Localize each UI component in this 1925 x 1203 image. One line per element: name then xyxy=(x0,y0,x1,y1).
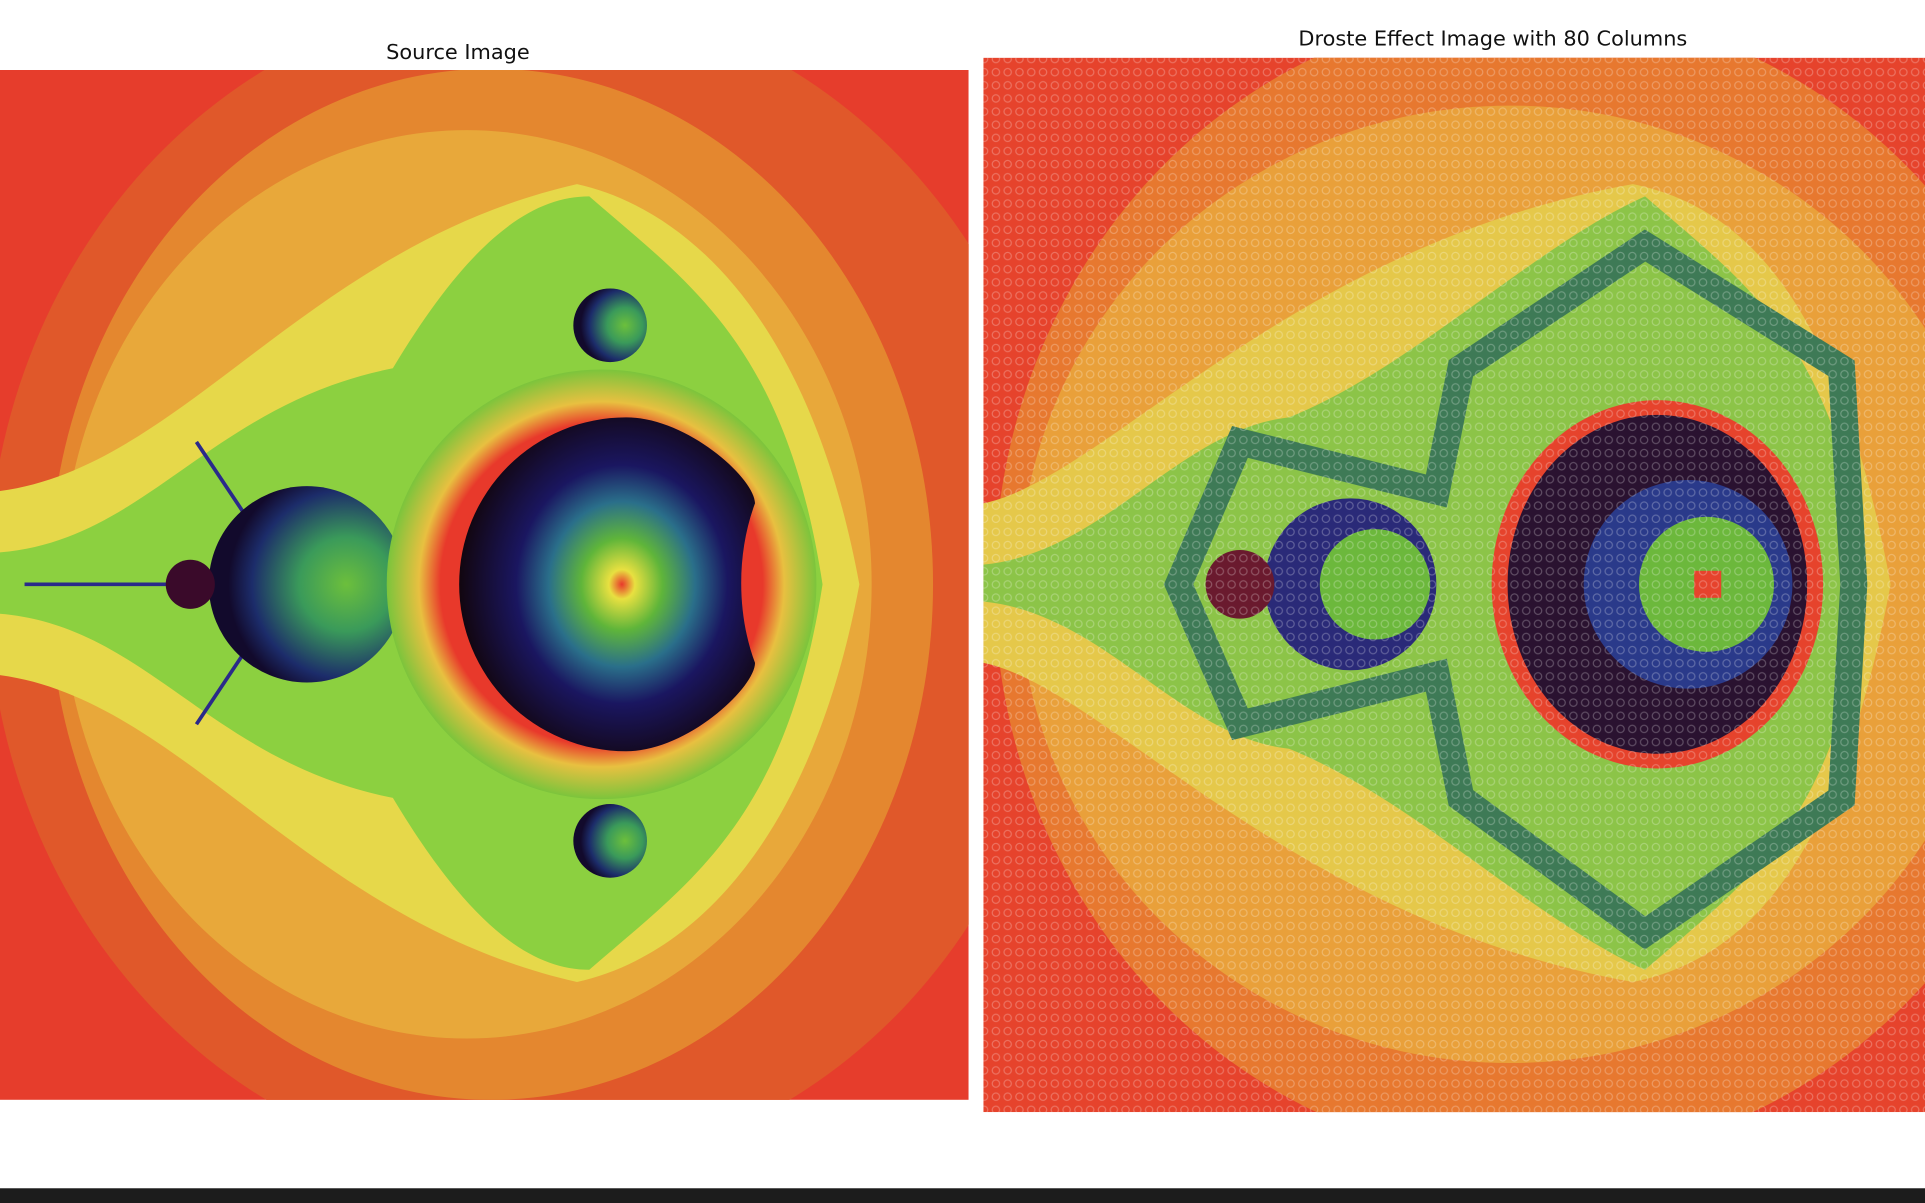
source-image xyxy=(0,69,969,1100)
taskbar xyxy=(0,1188,1925,1203)
droste-image xyxy=(983,57,1925,1113)
panel-title: Source Image xyxy=(386,40,530,64)
panel-title: Droste Effect Image with 80 Columns xyxy=(1298,26,1687,50)
